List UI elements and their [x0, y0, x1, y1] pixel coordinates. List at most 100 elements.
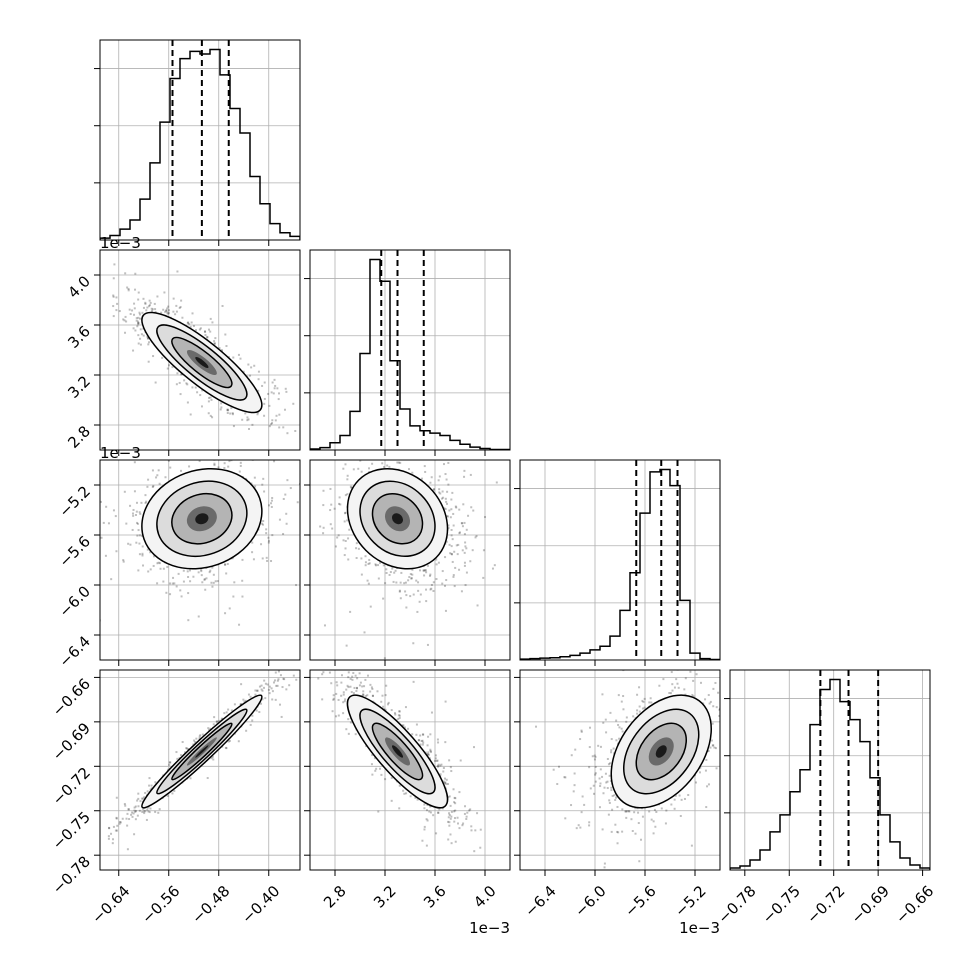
- scatter-point: [342, 539, 345, 542]
- scatter-point: [443, 781, 446, 784]
- scatter-point: [147, 570, 150, 573]
- scatter-point: [465, 547, 468, 550]
- scatter-point: [256, 689, 259, 692]
- scatter-point: [112, 295, 115, 298]
- scatter-point: [289, 487, 292, 490]
- scatter-point: [331, 527, 334, 530]
- scatter-point: [301, 532, 303, 534]
- scatter-point: [133, 809, 136, 812]
- scatter-point: [188, 322, 191, 325]
- scatter-point: [162, 580, 165, 583]
- scatter-point: [465, 528, 468, 531]
- scatter-point: [189, 413, 192, 416]
- scatter-point: [201, 389, 204, 392]
- scatter-point: [186, 570, 189, 573]
- scatter-point: [105, 505, 108, 508]
- scatter-point: [282, 426, 285, 429]
- scatter-point: [200, 574, 203, 577]
- scatter-point: [270, 560, 273, 563]
- scatter-point: [209, 330, 212, 333]
- scatter-point: [141, 534, 144, 537]
- density-core: [195, 513, 209, 525]
- scatter-point: [450, 528, 453, 531]
- scatter-point: [173, 789, 176, 792]
- scatter-point: [208, 571, 211, 574]
- scatter-point: [422, 569, 425, 572]
- scatter-point: [463, 564, 466, 567]
- scatter-point: [357, 547, 360, 550]
- scatter-point: [241, 558, 244, 561]
- scatter-point: [364, 564, 367, 567]
- scatter-point: [452, 574, 455, 577]
- scatter-point: [263, 490, 266, 493]
- scatter-point: [274, 698, 277, 701]
- scatter-point: [363, 631, 366, 634]
- panel-frame: [99, 39, 301, 241]
- scatter-point: [484, 516, 487, 519]
- scatter-point: [450, 810, 453, 813]
- scatter-point: [287, 663, 289, 665]
- scatter-point: [209, 396, 212, 399]
- scatter-point: [135, 510, 138, 513]
- scatter-point: [368, 562, 371, 565]
- scatter-point: [346, 478, 349, 481]
- panel-content: [310, 670, 510, 870]
- scatter-point: [435, 563, 438, 566]
- scatter-point: [323, 624, 326, 627]
- scatter-point: [398, 784, 401, 787]
- scatter-point: [115, 796, 118, 799]
- scatter-point: [424, 569, 427, 572]
- scatter-point: [355, 542, 358, 545]
- scatter-point: [152, 484, 155, 487]
- scatter-point: [133, 833, 136, 836]
- scatter-point: [346, 619, 348, 621]
- scatter-point: [84, 837, 86, 839]
- scatter-point: [147, 343, 150, 346]
- scatter-point: [137, 320, 140, 323]
- scatter-point: [344, 511, 347, 514]
- scatter-point: [189, 569, 192, 572]
- scatter-point: [240, 703, 243, 706]
- scatter-point: [141, 545, 144, 548]
- scatter-point: [211, 321, 214, 324]
- scatter-point: [464, 545, 467, 548]
- scatter-point: [470, 506, 473, 509]
- scatter-point: [200, 405, 203, 408]
- scatter-point: [124, 315, 127, 318]
- scatter-point: [146, 238, 148, 240]
- scatter-point: [154, 311, 157, 314]
- scatter-point: [282, 497, 285, 500]
- scatter-point: [127, 808, 130, 811]
- scatter-point: [243, 456, 245, 458]
- scatter-point: [412, 642, 415, 645]
- scatter-point: [151, 485, 154, 488]
- scatter-point: [271, 698, 274, 701]
- scatter-point: [347, 676, 350, 679]
- scatter-point: [181, 316, 184, 319]
- scatter-point: [147, 337, 150, 340]
- scatter-point: [124, 272, 127, 275]
- scatter-point: [136, 799, 139, 802]
- scatter-point: [225, 747, 228, 750]
- scatter-point: [141, 552, 144, 555]
- scatter-point: [437, 763, 440, 766]
- scatter-point: [150, 307, 153, 310]
- scatter-point: [115, 550, 118, 553]
- scatter-point: [274, 384, 277, 387]
- scatter-point: [344, 539, 347, 542]
- scatter-point: [277, 398, 280, 401]
- scatter-point: [213, 464, 216, 467]
- scatter-point: [296, 501, 299, 504]
- scatter-point: [469, 473, 472, 476]
- panel-content: [84, 619, 348, 870]
- scatter-point: [153, 302, 156, 305]
- scatter-point: [137, 569, 140, 572]
- scatter-point: [283, 408, 286, 411]
- scatter-point: [126, 812, 129, 815]
- scatter-point: [285, 390, 288, 393]
- scatter-point: [232, 425, 235, 428]
- scatter-point: [423, 569, 426, 572]
- scatter-point: [223, 563, 226, 566]
- scatter-point: [169, 466, 172, 469]
- scatter-point: [249, 723, 252, 726]
